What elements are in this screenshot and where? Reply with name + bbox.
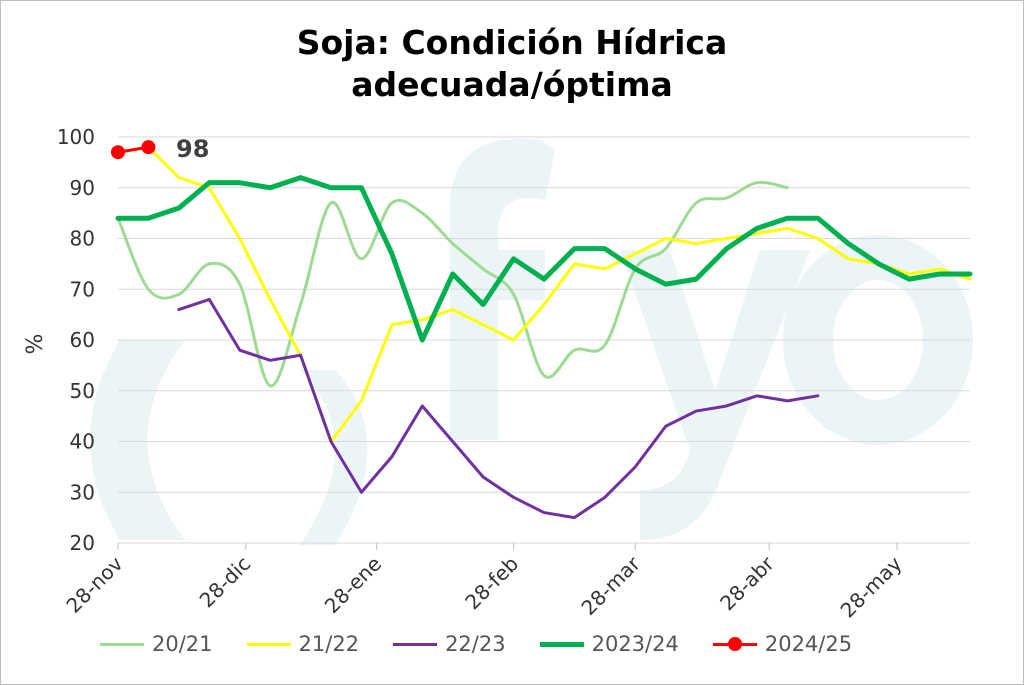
legend-label: 22/23 xyxy=(445,632,506,656)
chart-title: Soja: Condición Hídrica adecuada/óptima xyxy=(0,22,1024,106)
y-tick-label: 80 xyxy=(70,227,95,251)
legend-item: 2023/24 xyxy=(539,632,679,656)
y-axis-label: % xyxy=(23,334,48,355)
series-group xyxy=(111,140,973,520)
legend-swatch xyxy=(393,642,438,646)
x-tick-label: 28-ene xyxy=(320,552,386,618)
legend-label: 21/22 xyxy=(298,632,360,656)
y-tick-label: 60 xyxy=(70,328,95,352)
x-tick-label: 28-feb xyxy=(460,552,523,615)
legend-swatch xyxy=(100,642,144,646)
series-line-21-22 xyxy=(116,145,972,443)
legend: 20/21 21/22 22/23 2023/24 2024/25 xyxy=(100,632,886,656)
legend-swatch xyxy=(539,641,584,647)
legend-marker xyxy=(727,637,742,651)
y-axis: 20 30 40 50 60 70 80 90 100 xyxy=(57,125,95,555)
y-tick-label: 40 xyxy=(70,430,95,454)
legend-swatch xyxy=(246,642,291,646)
x-tick-label: 28-nov xyxy=(61,551,127,617)
y-tick-label: 20 xyxy=(70,531,95,555)
legend-swatch xyxy=(712,637,757,651)
legend-label: 2024/25 xyxy=(764,632,853,656)
legend-label: 2023/24 xyxy=(591,632,679,656)
legend-label: 20/21 xyxy=(152,632,213,656)
series-line-22-23 xyxy=(177,297,820,520)
legend-item: 21/22 xyxy=(246,632,360,656)
legend-item: 22/23 xyxy=(393,632,506,656)
legend-item: 2024/25 xyxy=(712,632,853,656)
x-tick-label: 28-may xyxy=(836,551,907,622)
y-tick-label: 30 xyxy=(70,480,95,504)
x-axis: 28-nov 28-dic 28-ene 28-feb 28-mar 28-abr 28-m… xyxy=(61,543,907,622)
title-line-2: adecuada/óptima xyxy=(351,65,673,104)
y-tick-label: 70 xyxy=(70,277,95,301)
y-tick-label: 100 xyxy=(57,125,95,149)
x-tick-label: 28-abr xyxy=(715,551,779,615)
y-tick-label: 90 xyxy=(70,176,95,200)
series-line-20-21 xyxy=(116,180,789,388)
title-line-1: Soja: Condición Hídrica xyxy=(296,23,728,62)
x-tick-label: 28-mar xyxy=(576,551,645,620)
y-tick-label: 50 xyxy=(70,379,95,403)
legend-item: 20/21 xyxy=(100,632,213,656)
x-tick-label: 28-dic xyxy=(195,552,256,613)
series-line-2023-24 xyxy=(115,175,973,343)
series-marker xyxy=(111,145,125,160)
series-marker xyxy=(141,140,156,155)
value-annotation: 98 xyxy=(176,135,209,163)
